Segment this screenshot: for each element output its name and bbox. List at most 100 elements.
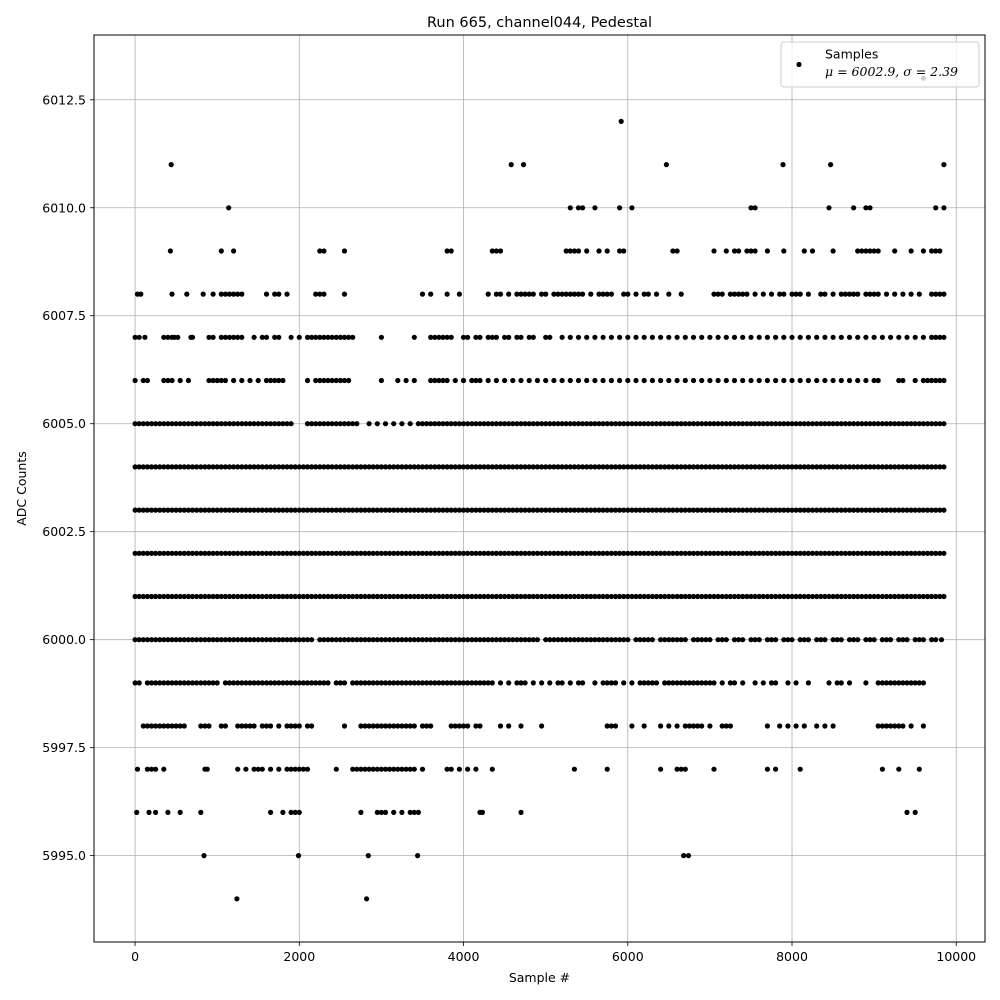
- data-point: [908, 464, 914, 470]
- data-point: [674, 377, 680, 384]
- data-point: [477, 680, 483, 686]
- data-point: [374, 464, 380, 470]
- data-point: [834, 593, 840, 600]
- data-point: [235, 464, 241, 470]
- data-point: [575, 377, 582, 384]
- data-point: [395, 766, 401, 772]
- data-point: [859, 464, 865, 470]
- data-point: [206, 723, 212, 729]
- data-point: [263, 593, 270, 600]
- data-point: [695, 464, 701, 470]
- data-point: [382, 593, 389, 600]
- data-point: [304, 550, 311, 556]
- data-point: [378, 680, 384, 686]
- data-point: [255, 766, 261, 772]
- data-point: [937, 334, 943, 340]
- data-point: [826, 593, 832, 600]
- data-point: [781, 507, 787, 513]
- data-point: [456, 550, 462, 556]
- data-point: [744, 507, 750, 513]
- data-point: [649, 421, 656, 427]
- data-point: [473, 766, 479, 772]
- data-point: [346, 507, 352, 513]
- data-point: [140, 421, 146, 427]
- data-point: [789, 637, 795, 643]
- data-point: [571, 464, 578, 470]
- y-tick-label: 5995.0: [42, 848, 86, 863]
- data-point: [752, 507, 758, 513]
- data-point: [534, 421, 541, 427]
- data-point: [933, 291, 939, 297]
- data-point: [415, 421, 421, 427]
- data-point: [235, 291, 241, 297]
- data-point: [600, 291, 606, 297]
- data-point: [440, 593, 446, 600]
- data-point: [941, 464, 947, 470]
- data-point: [929, 421, 935, 427]
- data-point: [153, 507, 159, 513]
- data-point: [247, 680, 253, 686]
- data-point: [300, 507, 306, 513]
- data-point: [234, 896, 240, 902]
- data-point: [892, 593, 898, 600]
- data-point: [920, 593, 927, 600]
- data-point: [563, 421, 569, 427]
- data-point: [346, 550, 352, 556]
- data-point: [173, 680, 179, 686]
- data-point: [863, 637, 869, 643]
- data-point: [904, 421, 910, 427]
- data-point: [604, 550, 610, 556]
- data-point: [350, 421, 356, 427]
- data-point: [448, 766, 454, 772]
- data-point: [292, 680, 298, 686]
- data-point: [608, 377, 615, 384]
- data-point: [313, 291, 319, 297]
- data-point: [411, 334, 417, 340]
- data-point: [456, 723, 462, 729]
- data-point: [181, 507, 187, 513]
- data-point: [830, 723, 836, 729]
- data-point: [793, 507, 799, 513]
- data-point: [189, 507, 196, 513]
- data-point: [350, 637, 356, 643]
- data-point: [662, 464, 668, 470]
- data-point: [177, 637, 183, 643]
- data-point: [575, 593, 582, 600]
- data-point: [666, 291, 672, 297]
- data-point: [797, 507, 803, 513]
- data-point: [756, 550, 762, 556]
- data-point: [592, 464, 598, 470]
- data-point: [288, 766, 294, 772]
- data-point: [477, 464, 483, 470]
- data-point: [851, 637, 857, 643]
- data-point: [875, 723, 881, 729]
- data-point: [469, 593, 475, 600]
- data-point: [165, 464, 171, 470]
- data-point: [489, 464, 495, 470]
- data-point: [259, 723, 265, 729]
- data-point: [834, 550, 840, 556]
- data-point: [571, 507, 578, 513]
- data-point: [165, 680, 171, 686]
- data-point: [588, 464, 594, 470]
- data-point: [222, 291, 228, 297]
- data-point: [715, 334, 721, 340]
- data-point: [621, 637, 627, 643]
- data-point: [218, 507, 224, 513]
- data-point: [641, 723, 647, 729]
- data-point: [908, 507, 914, 513]
- data-point: [432, 550, 438, 556]
- data-point: [460, 421, 467, 427]
- data-point: [740, 680, 746, 686]
- data-point: [604, 637, 610, 643]
- data-point: [543, 421, 549, 427]
- data-point: [325, 334, 331, 340]
- data-point: [391, 421, 397, 427]
- data-point: [177, 507, 183, 513]
- data-point: [395, 550, 401, 556]
- data-point: [161, 550, 167, 556]
- data-point: [364, 896, 370, 902]
- data-point: [157, 464, 163, 470]
- data-point: [132, 334, 138, 340]
- data-point: [411, 464, 417, 470]
